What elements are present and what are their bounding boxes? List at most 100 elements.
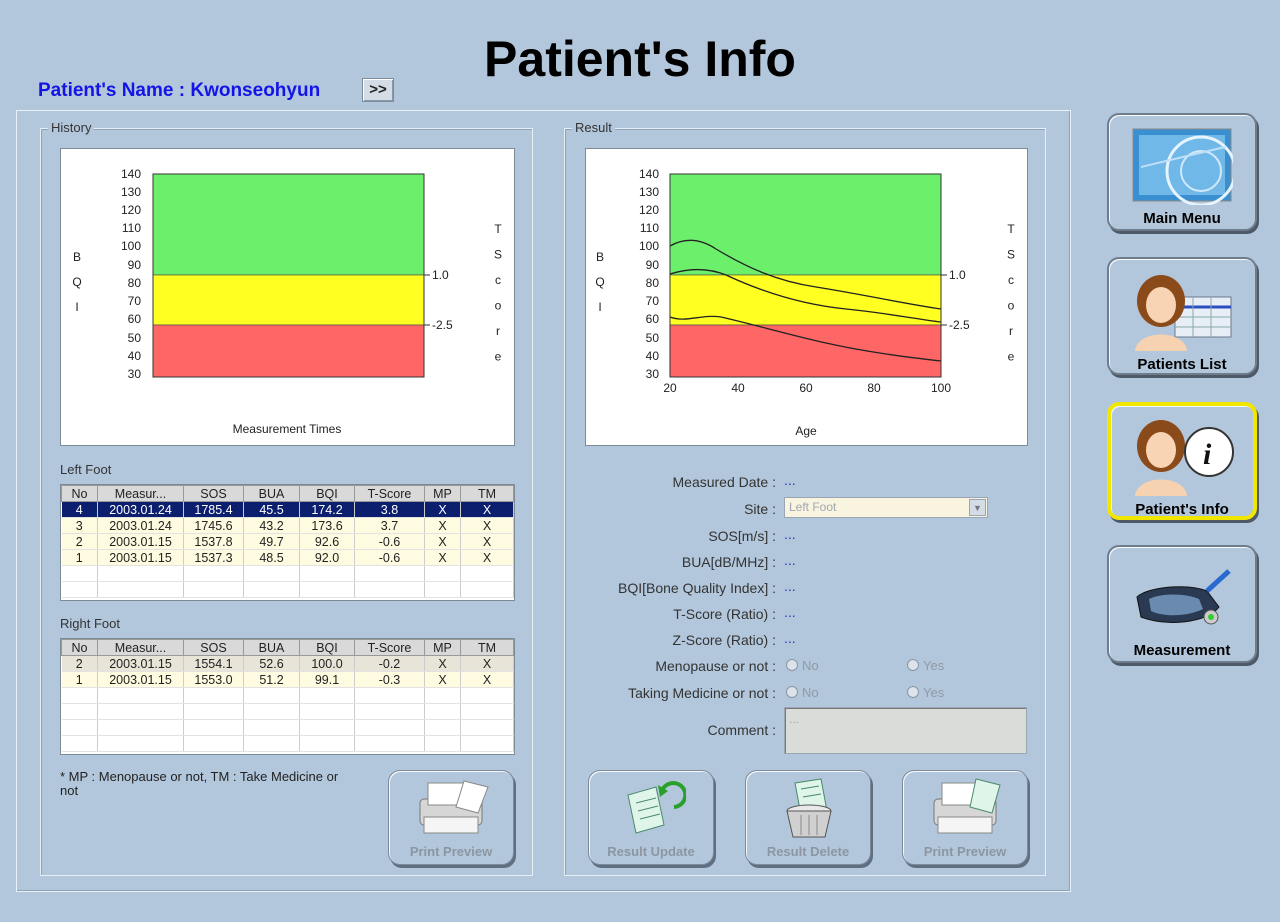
- comment-textarea[interactable]: ...: [784, 707, 1027, 754]
- cell: X: [424, 671, 461, 688]
- column-header[interactable]: TM: [460, 639, 514, 656]
- medicine-yes-radio[interactable]: Yes: [907, 685, 944, 700]
- cell: 92.6: [299, 533, 355, 550]
- column-header[interactable]: BUA: [243, 485, 300, 502]
- y-tick: 140: [121, 167, 141, 181]
- table-row[interactable]: 2 2003.01.15 1537.8 49.7 92.6 -0.6 X X: [61, 533, 514, 550]
- column-header[interactable]: No: [61, 639, 98, 656]
- radio-label: Yes: [923, 685, 945, 700]
- cell: X: [424, 533, 461, 550]
- reference-curve-middle: [669, 268, 942, 323]
- cell: X: [460, 533, 514, 550]
- patients-list-button[interactable]: Patients List: [1107, 257, 1257, 375]
- cell: X: [460, 517, 514, 534]
- expand-button[interactable]: >>: [362, 78, 394, 102]
- site-label: Site :: [744, 501, 776, 517]
- zscore-value: ...: [784, 630, 796, 646]
- osteoporosis-zone: [669, 324, 942, 378]
- main-menu-icon: [1132, 128, 1237, 207]
- table-row-selected[interactable]: 4 2003.01.24 1785.4 45.5 174.2 3.8 X X: [61, 501, 514, 518]
- y-tick: 30: [646, 367, 660, 381]
- radio-label: Yes: [923, 658, 945, 673]
- y-tick: 140: [639, 167, 659, 181]
- column-header[interactable]: SOS: [183, 639, 244, 656]
- cell: 45.5: [243, 501, 300, 518]
- measurement-button[interactable]: Measurement: [1107, 545, 1257, 663]
- table-row[interactable]: 1 2003.01.15 1537.3 48.5 92.0 -0.6 X X: [61, 549, 514, 566]
- table-row[interactable]: 1 2003.01.15 1553.0 51.2 99.1 -0.3 X X: [61, 671, 514, 688]
- column-header[interactable]: MP: [424, 639, 461, 656]
- y-tick: 120: [121, 203, 141, 217]
- y-tick: 40: [646, 349, 660, 363]
- cell: -0.3: [354, 671, 425, 688]
- column-header[interactable]: Measur...: [97, 485, 184, 502]
- radio-circle: [786, 659, 798, 671]
- column-header[interactable]: BQI: [299, 639, 355, 656]
- x-tick: 100: [931, 381, 951, 395]
- medicine-no-radio[interactable]: No: [786, 685, 819, 700]
- table-row[interactable]: 2 2003.01.15 1554.1 52.6 100.0 -0.2 X X: [61, 655, 514, 672]
- reference-curve-lower: [669, 315, 942, 362]
- cell: X: [460, 671, 514, 688]
- cell: 52.6: [243, 655, 300, 672]
- column-header[interactable]: BUA: [243, 639, 300, 656]
- y-tick: 60: [128, 312, 142, 326]
- cell: 3.8: [354, 501, 425, 518]
- tscore-tick: 1.0: [949, 268, 966, 282]
- column-header[interactable]: T-Score: [354, 639, 425, 656]
- y-tick: 30: [128, 367, 142, 381]
- cell: 2003.01.24: [97, 517, 184, 534]
- measured-date-value: ...: [784, 472, 796, 488]
- print-preview-button-right[interactable]: Print Preview: [902, 770, 1028, 865]
- cell: 3: [61, 517, 98, 534]
- patient-name-label: Patient's Name : Kwonseohyun: [38, 80, 321, 101]
- cell: 173.6: [299, 517, 355, 534]
- column-header[interactable]: BQI: [299, 485, 355, 502]
- y-tick: 50: [128, 331, 142, 345]
- axis-label-letter: r: [1009, 324, 1013, 338]
- left-foot-table[interactable]: No Measur... SOS BUA BQI T-Score MP TM 4…: [60, 484, 515, 601]
- column-header[interactable]: TM: [460, 485, 514, 502]
- bqi-value: ...: [784, 578, 796, 594]
- print-preview-label: Print Preview: [923, 844, 1007, 859]
- table-row-empty: [61, 703, 514, 720]
- column-header[interactable]: SOS: [183, 485, 244, 502]
- measurement-device-icon: [1136, 569, 1231, 625]
- menopause-no-radio[interactable]: No: [786, 658, 819, 673]
- axis-label-letter: Q: [72, 275, 81, 289]
- site-select[interactable]: Left Foot ▼: [784, 497, 988, 518]
- normal-zone: [152, 173, 425, 276]
- osteoporosis-zone: [152, 324, 425, 378]
- axis-label-letter: o: [495, 299, 502, 313]
- column-header[interactable]: Measur...: [97, 639, 184, 656]
- history-chart-svg: 140 130 120 110 100 90 80 70 60 50 40 30…: [72, 167, 502, 436]
- patients-info-button[interactable]: i Patient's Info: [1107, 402, 1257, 520]
- print-preview-button-left[interactable]: Print Preview: [388, 770, 514, 865]
- column-header[interactable]: No: [61, 485, 98, 502]
- osteopenia-zone: [152, 274, 425, 326]
- table-header-row: No Measur... SOS BUA BQI T-Score MP TM: [61, 639, 514, 656]
- tscore-tick: -2.5: [949, 318, 970, 332]
- cell: X: [424, 501, 461, 518]
- axis-label-letter: c: [495, 273, 501, 287]
- y-tick: 130: [121, 185, 141, 199]
- right-foot-table[interactable]: No Measur... SOS BUA BQI T-Score MP TM 2…: [60, 638, 515, 755]
- main-frame: [16, 110, 1071, 892]
- chevron-down-icon[interactable]: ▼: [969, 499, 986, 516]
- main-menu-button[interactable]: Main Menu: [1107, 113, 1257, 231]
- menopause-yes-radio[interactable]: Yes: [907, 658, 944, 673]
- radio-label: No: [802, 658, 819, 673]
- column-header[interactable]: T-Score: [354, 485, 425, 502]
- cell: X: [460, 655, 514, 672]
- column-header[interactable]: MP: [424, 485, 461, 502]
- x-tick: 40: [731, 381, 745, 395]
- result-delete-button[interactable]: Result Delete: [745, 770, 871, 865]
- table-row[interactable]: 3 2003.01.24 1745.6 43.2 173.6 3.7 X X: [61, 517, 514, 534]
- cell: 1: [61, 549, 98, 566]
- result-update-button[interactable]: Result Update: [588, 770, 714, 865]
- cell: 1537.8: [183, 533, 244, 550]
- radio-circle: [907, 659, 919, 671]
- history-group-label: History: [48, 120, 95, 135]
- table-row-empty: [61, 687, 514, 704]
